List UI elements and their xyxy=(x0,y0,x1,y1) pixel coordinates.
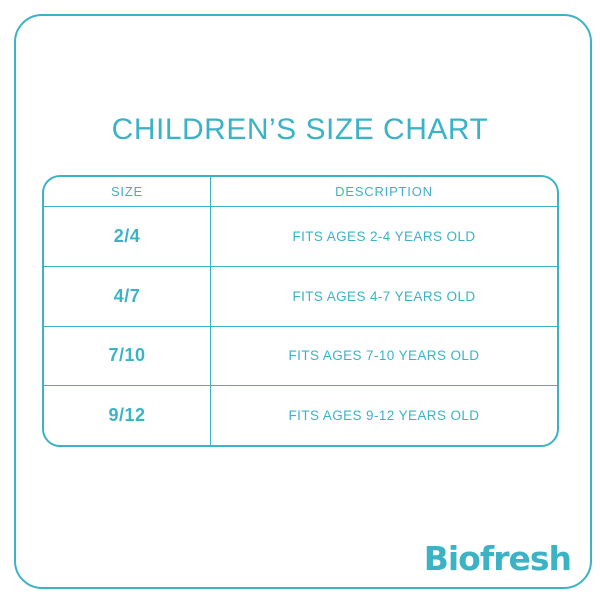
table-row: 7/10 FITS AGES 7-10 YEARS OLD xyxy=(44,326,557,387)
description-cell: FITS AGES 9-12 YEARS OLD xyxy=(288,408,480,424)
biofresh-logo: Biofresh xyxy=(423,539,572,578)
size-column-header: SIZE xyxy=(44,177,211,206)
description-column-header: DESCRIPTION xyxy=(335,184,433,199)
description-cell: FITS AGES 2-4 YEARS OLD xyxy=(292,228,476,244)
size-cell: 9/12 xyxy=(44,386,211,445)
table-header-row: SIZE DESCRIPTION xyxy=(44,177,557,207)
size-cell: 7/10 xyxy=(44,326,211,386)
description-cell: FITS AGES 4-7 YEARS OLD xyxy=(292,288,476,304)
description-cell: FITS AGES 7-10 YEARS OLD xyxy=(288,348,480,364)
table-row: 9/12 FITS AGES 9-12 YEARS OLD xyxy=(44,386,557,445)
page-title: CHILDREN’S SIZE CHART xyxy=(111,113,489,146)
size-cell: 2/4 xyxy=(44,207,211,266)
table-row: 4/7 FITS AGES 4-7 YEARS OLD xyxy=(44,266,557,327)
table-row: 2/4 FITS AGES 2-4 YEARS OLD xyxy=(44,207,557,267)
size-table: SIZE DESCRIPTION 2/4 FITS AGES 2-4 YEARS… xyxy=(42,175,559,447)
size-cell: 4/7 xyxy=(44,266,211,326)
